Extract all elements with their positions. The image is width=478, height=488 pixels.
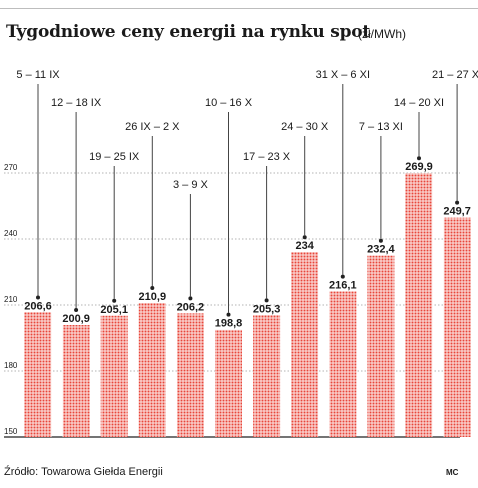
- bar: [405, 173, 433, 437]
- leader-dot: [150, 286, 155, 291]
- category-label: 12 – 18 IX: [51, 97, 102, 109]
- author-credit: MC: [446, 468, 459, 477]
- leader-dot: [264, 298, 269, 303]
- bar-value-label: 200,9: [62, 313, 90, 325]
- bar: [138, 303, 166, 437]
- category-label: 17 – 23 X: [243, 151, 291, 163]
- y-tick-label: 240: [4, 229, 18, 238]
- bar: [367, 255, 395, 437]
- y-tick-label: 270: [4, 163, 18, 172]
- category-label: 21 – 27 XI: [432, 69, 478, 81]
- category-label: 7 – 13 XI: [359, 121, 403, 133]
- category-label: 3 – 9 X: [173, 179, 209, 191]
- bar-value-label: 210,9: [139, 291, 167, 303]
- bar: [100, 315, 128, 437]
- bar-value-label: 249,7: [443, 206, 471, 218]
- y-tick-label: 180: [4, 361, 18, 370]
- leader-dot: [188, 296, 193, 301]
- bar-value-label: 269,9: [405, 161, 433, 173]
- bar-value-label: 205,3: [253, 303, 281, 315]
- leader-dot: [74, 308, 79, 313]
- chart-unit: (zł/MWh): [358, 27, 406, 41]
- top-rule: [0, 8, 478, 9]
- leader-dot: [36, 295, 40, 300]
- bar: [215, 329, 242, 437]
- bar-value-label: 216,1: [329, 280, 357, 292]
- leader-dot: [417, 156, 421, 161]
- category-label: 24 – 30 X: [281, 121, 329, 133]
- chart-title: Tygodniowe ceny energii na rynku spot: [6, 22, 371, 42]
- bar: [176, 313, 204, 437]
- leader-dot: [378, 238, 383, 243]
- bar: [443, 217, 471, 437]
- bar: [62, 325, 90, 437]
- bar-value-label: 206,6: [24, 300, 52, 312]
- bar-value-label: 198,8: [215, 318, 243, 330]
- source-note: Źródło: Towarowa Giełda Energii: [4, 466, 163, 478]
- y-tick-label: 210: [4, 295, 18, 304]
- bar: [329, 291, 357, 437]
- bar-value-label: 234: [296, 240, 315, 252]
- leader-dot: [302, 235, 307, 240]
- leader-dot: [112, 298, 117, 303]
- category-label: 26 IX – 2 X: [125, 121, 180, 133]
- bar-value-label: 205,1: [100, 304, 128, 316]
- category-label: 10 – 16 X: [205, 97, 253, 109]
- leader-dot: [226, 312, 231, 317]
- category-label: 5 – 11 IX: [16, 69, 60, 81]
- y-tick-label: 150: [4, 427, 18, 436]
- category-label: 14 – 20 XI: [394, 97, 444, 109]
- bar: [24, 312, 52, 437]
- bar: [253, 315, 281, 437]
- leader-dot: [340, 274, 345, 279]
- bar-value-label: 206,2: [177, 301, 205, 313]
- category-label: 19 – 25 IX: [89, 151, 140, 163]
- bar: [291, 252, 319, 437]
- category-label: 31 X – 6 XI: [316, 69, 370, 81]
- bar-value-label: 232,4: [367, 244, 395, 256]
- leader-dot: [455, 200, 460, 205]
